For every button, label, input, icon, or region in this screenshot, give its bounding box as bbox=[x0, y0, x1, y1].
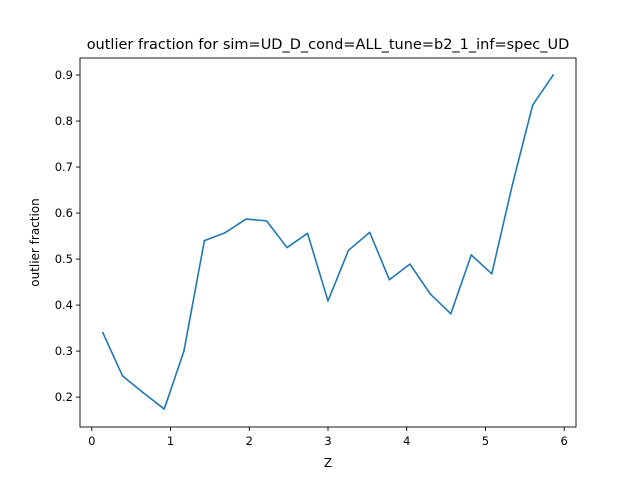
data-point bbox=[470, 254, 473, 256]
data-point bbox=[409, 263, 411, 265]
data-point bbox=[368, 231, 371, 234]
data-point bbox=[388, 278, 391, 281]
x-axis-label: Z bbox=[324, 456, 332, 470]
y-tick-label: 0.8 bbox=[55, 114, 73, 128]
data-point bbox=[327, 300, 329, 302]
data-point bbox=[511, 184, 514, 187]
x-axis: 0 1 2 3 4 5 6 bbox=[88, 427, 568, 448]
data-point bbox=[552, 74, 554, 76]
data-point bbox=[121, 375, 124, 377]
data-point bbox=[142, 391, 144, 394]
x-tick-label: 6 bbox=[561, 434, 568, 448]
data-point bbox=[163, 408, 166, 410]
data-point bbox=[245, 218, 247, 220]
y-tick-label: 0.3 bbox=[55, 344, 73, 358]
x-tick-label: 3 bbox=[324, 434, 331, 448]
y-axis-label: outlier fraction bbox=[28, 198, 42, 287]
data-point bbox=[203, 239, 206, 242]
data-point bbox=[450, 313, 452, 315]
plot-frame bbox=[79, 57, 577, 428]
data-point bbox=[490, 272, 493, 275]
y-tick-label: 0.4 bbox=[55, 298, 73, 312]
x-tick-label: 5 bbox=[482, 434, 489, 448]
data-point bbox=[102, 331, 104, 334]
x-tick-label: 4 bbox=[403, 434, 410, 448]
chart-title: outlier fraction for sim=UD_D_cond=ALL_t… bbox=[87, 37, 570, 53]
data-point bbox=[347, 249, 350, 252]
y-tick-label: 0.5 bbox=[55, 252, 73, 266]
series-line bbox=[102, 74, 554, 410]
data-point bbox=[286, 246, 288, 249]
y-tick-label: 0.7 bbox=[55, 160, 73, 174]
plot-area bbox=[102, 74, 554, 410]
x-tick-label: 0 bbox=[88, 434, 95, 448]
data-point bbox=[306, 232, 309, 235]
y-tick-label: 0.9 bbox=[55, 68, 73, 82]
x-tick-label: 2 bbox=[246, 434, 253, 448]
data-point bbox=[429, 293, 432, 295]
data-point bbox=[265, 220, 268, 222]
data-point bbox=[224, 232, 226, 234]
y-tick-label: 0.2 bbox=[55, 390, 73, 404]
data-point bbox=[531, 104, 534, 106]
x-tick-label: 1 bbox=[167, 434, 174, 448]
data-point bbox=[183, 350, 185, 352]
y-tick-label: 0.6 bbox=[55, 206, 73, 220]
y-axis: 0.2 0.3 0.4 0.5 0.6 0.7 0.8 0.9 bbox=[55, 68, 80, 404]
